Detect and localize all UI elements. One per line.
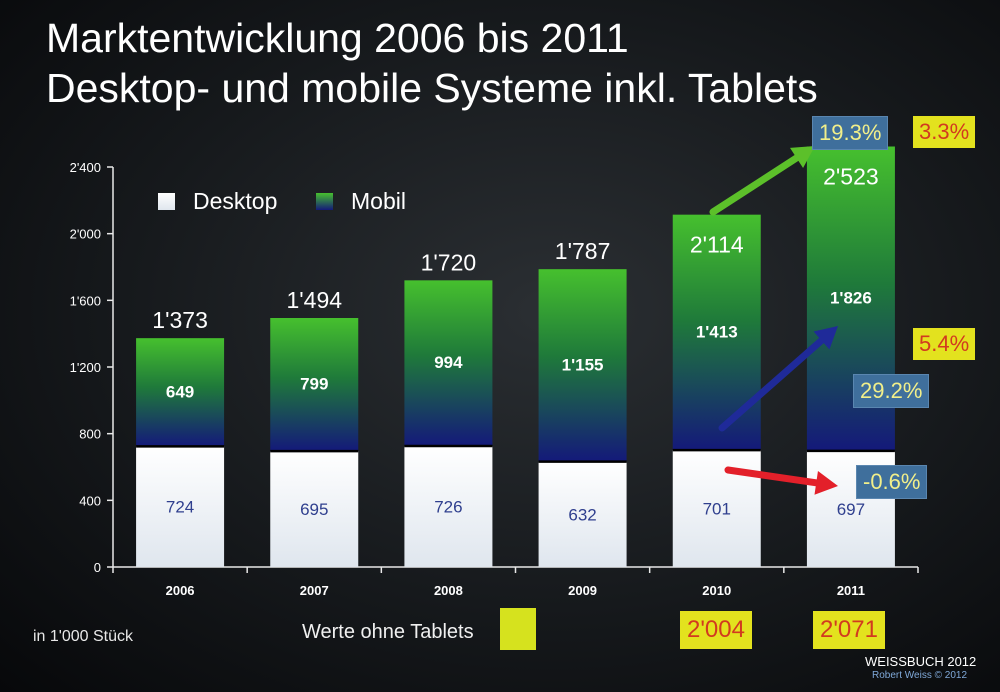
total-label: 1'720 [421,249,477,275]
data-label-desktop: 701 [703,500,731,519]
bar-mobil [404,280,493,446]
bar-mobil [270,318,359,452]
data-label-mobil: 799 [300,375,328,394]
data-label-mobil: 1'413 [696,322,738,341]
credit-sub: Robert Weiss © 2012 [872,670,968,681]
unit-note: in 1'000 Stück [33,628,134,645]
total-label: 2'523 [823,164,879,190]
y-tick-label: 800 [79,427,101,442]
bar-desktop [136,446,225,567]
mobile-growth-without-tablets-badge: 5.4% [913,328,976,360]
legend-label-desktop: Desktop [193,188,277,214]
bar-desktop [404,446,493,567]
data-label-desktop: 695 [300,500,328,519]
y-tick-label: 0 [94,560,101,575]
bar-desktop [270,451,359,567]
arrow-mobile-growth [718,337,825,432]
total-growth-badge: 19.3% [812,116,889,150]
without-tablets-value-2010: 2'004 [680,611,752,649]
y-tick-label: 1'600 [70,293,101,308]
legend-swatch-desktop [158,193,175,210]
without-tablets-swatch [500,608,536,650]
total-growth-without-tablets-badge: 3.3% [913,116,976,148]
credit-main: WEISSBUCH 2012 [865,654,977,669]
x-tick-label: 2006 [166,583,195,598]
x-tick-label: 2011 [837,583,865,598]
data-label-mobil: 1'155 [562,355,604,374]
arrow-desktop-change-head [814,470,838,495]
bar-mobil [136,338,225,447]
chart-title-line-2: Desktop- und mobile Systeme inkl. Tablet… [46,65,818,111]
x-tick-label: 2008 [434,583,463,598]
data-label-mobil: 994 [434,353,463,372]
without-tablets-value-2011: 2'071 [813,611,885,649]
data-label-mobil: 649 [166,382,194,401]
bar-desktop [538,461,627,567]
data-label-desktop: 632 [568,505,596,524]
bar-mobil [538,269,627,462]
legend-swatch-mobil [316,193,333,210]
total-label: 1'494 [286,287,342,313]
arrow-total-growth [709,154,801,216]
without-tablets-label: Werte ohne Tablets [302,621,474,643]
arrow-mobile-growth-head [813,326,838,350]
data-label-mobil: 1'826 [830,289,872,308]
legend-label-mobil: Mobil [351,188,406,214]
arrow-desktop-change [724,466,820,487]
chart-title-line-1: Marktentwicklung 2006 bis 2011 [46,15,629,61]
mobile-growth-badge: 29.2% [853,374,930,408]
y-tick-label: 2'000 [70,227,101,242]
x-tick-label: 2010 [702,583,731,598]
total-label: 1'373 [152,307,208,333]
total-label: 2'114 [690,232,744,258]
y-tick-label: 2'400 [70,160,101,175]
y-tick-label: 1'200 [70,360,101,375]
total-label: 1'787 [555,238,611,264]
data-label-desktop: 724 [166,498,194,517]
desktop-growth-badge: -0.6% [856,465,928,499]
data-label-desktop: 697 [837,500,865,519]
x-tick-label: 2009 [568,583,597,598]
arrow-total-growth-head [790,146,815,169]
x-tick-label: 2007 [300,583,329,598]
y-tick-label: 400 [79,493,101,508]
data-label-desktop: 726 [434,498,462,517]
